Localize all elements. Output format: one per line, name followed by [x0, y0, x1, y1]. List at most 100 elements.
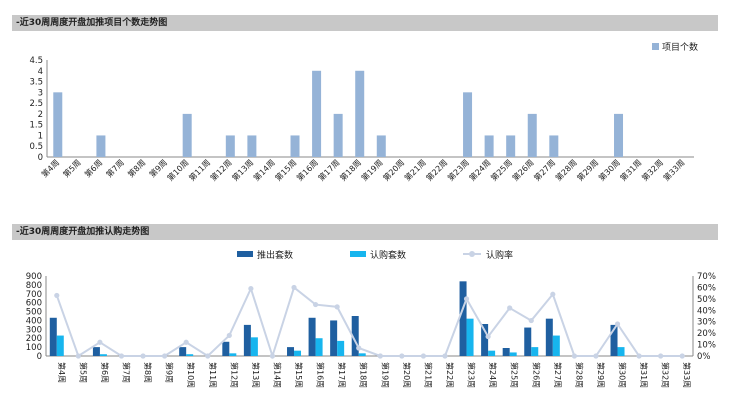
chart1-x-tick: 第13周	[230, 157, 256, 183]
chart2-rate-point	[162, 353, 168, 359]
chart2-bar-launched	[179, 347, 187, 356]
chart1-y-tick: 0.5	[29, 142, 43, 152]
chart1-bar	[96, 135, 106, 157]
chart2-rate-point	[118, 353, 125, 359]
chart1-y-tick: 2.5	[29, 99, 43, 109]
chart2-x-tick: 第21周	[423, 362, 433, 388]
chart1-bar	[355, 70, 365, 157]
chart2-x-tick: 第12周	[229, 362, 239, 388]
chart2-x-tick: 第8周	[143, 362, 153, 383]
chart2-x-tick: 第28周	[574, 362, 584, 388]
chart2-y2-tick: 30%	[697, 318, 716, 328]
chart2-y-tick: 600	[26, 299, 42, 309]
chart2-x-tick: 第20周	[402, 362, 412, 388]
chart2-rate-point	[507, 305, 513, 311]
chart2-bar-launched	[308, 317, 316, 356]
chart2-x-tick: 第32周	[661, 362, 671, 388]
chart1-x-tick: 第16周	[294, 157, 320, 183]
chart2-rate-point	[291, 284, 297, 291]
chart1-legend-label: 项目个数	[662, 41, 698, 53]
chart1-y-tick: 2	[38, 110, 43, 120]
chart1-x-tick: 第12周	[208, 157, 234, 183]
chart1-x-tick: 第32周	[639, 157, 665, 183]
chart2-rate-point	[679, 353, 685, 359]
chart1-bar	[614, 113, 624, 157]
chart1-bar	[333, 113, 343, 157]
chart1-x-tick: 第7周	[104, 157, 126, 179]
chart1-y-tick: 4	[38, 67, 43, 77]
chart2-rate-point	[356, 345, 362, 351]
chart1-bar	[312, 70, 322, 157]
chart2-bar-launched	[610, 324, 618, 356]
chart2-bar-launched	[49, 317, 57, 356]
chart2-rate-line	[55, 285, 683, 360]
chart1-y-tick: 3.5	[29, 78, 43, 88]
watermark	[147, 183, 214, 290]
chart2-y-tick: 200	[26, 334, 42, 344]
chart1-x-tick: 第11周	[187, 157, 213, 183]
chart1-bar	[376, 135, 386, 157]
chart2-legend-swatch-subscribed	[350, 251, 366, 257]
chart2-bar-subscribed	[337, 340, 345, 356]
chart2-rate-point	[75, 353, 81, 359]
chart2-x-tick: 第14周	[272, 362, 282, 388]
chart1-x-tick: 第28周	[553, 157, 579, 183]
chart2-y2-tick: 40%	[697, 306, 716, 316]
chart2-y-tick: 0	[37, 352, 42, 362]
chart1-x-tick: 第5周	[61, 157, 83, 179]
chart1-bar	[484, 135, 494, 157]
chart2-rate-point	[399, 353, 405, 359]
chart2-x-tick: 第24周	[488, 362, 498, 388]
chart2-bar-launched	[330, 320, 338, 356]
chart2-rate-point	[334, 304, 340, 310]
chart1-bar	[463, 92, 473, 157]
chart2-y-tick: 700	[26, 290, 42, 300]
chart2-y-tick: 800	[26, 281, 42, 291]
chart1-y-tick: 0	[38, 153, 43, 163]
chart2-x-tick: 第10周	[186, 362, 196, 388]
chart2-bar-subscribed	[466, 318, 474, 356]
chart1-x-tick: 第26周	[510, 157, 536, 183]
chart2-y2-tick: 20%	[697, 329, 716, 339]
chart2-rate-point	[269, 353, 276, 359]
chart1-legend-swatch	[652, 43, 659, 50]
chart2-bar-launched	[524, 327, 532, 356]
chart2-legend-label-rate: 认购率	[486, 249, 513, 261]
chart1-y-tick: 1.5	[29, 121, 43, 131]
chart1-x-tick: 第17周	[316, 157, 342, 183]
chart1-bar	[225, 135, 235, 157]
chart2-x-tick: 第13周	[251, 362, 261, 388]
chart2-bar-subscribed	[99, 354, 107, 356]
chart1-x-tick: 第22周	[424, 157, 450, 183]
chart2-x-tick: 第30周	[618, 362, 628, 388]
chart1-x-tick: 第10周	[165, 157, 191, 183]
chart1-x-tick: 第33周	[661, 157, 687, 183]
chart2-rate-point	[528, 317, 534, 324]
chart1-bar	[53, 92, 63, 157]
chart2-bar-subscribed	[509, 352, 517, 356]
chart2-rate-point	[636, 353, 642, 359]
chart2-bar-launched	[502, 348, 510, 356]
chart1-bar	[527, 113, 537, 157]
chart2-y2-tick: 0%	[697, 352, 711, 362]
chart2-rate-point	[248, 285, 254, 292]
chart2-bar-subscribed	[250, 337, 258, 356]
chart2-rate-point	[593, 353, 599, 359]
chart2-bar-subscribed	[315, 338, 323, 356]
chart2-bar-subscribed	[488, 350, 496, 356]
chart2-x-tick: 第18周	[359, 362, 369, 388]
chart2-bar-launched	[459, 281, 467, 356]
chart2-x-tick: 第9周	[165, 362, 175, 383]
chart2-legend-label-launched: 推出套数	[257, 249, 293, 261]
chart2-bar-subscribed	[294, 350, 302, 356]
chart1-bar	[506, 135, 516, 157]
chart2-rate-point	[442, 353, 448, 359]
chart1-bar	[290, 135, 300, 157]
chart1-y-tick: 4.5	[29, 56, 43, 66]
chart2-bar-launched	[243, 324, 251, 356]
chart2-y-tick: 500	[26, 308, 42, 318]
chart1-bar	[247, 135, 257, 157]
chart2-y2-tick: 70%	[697, 272, 716, 282]
chart1-x-tick: 第20周	[381, 157, 407, 183]
